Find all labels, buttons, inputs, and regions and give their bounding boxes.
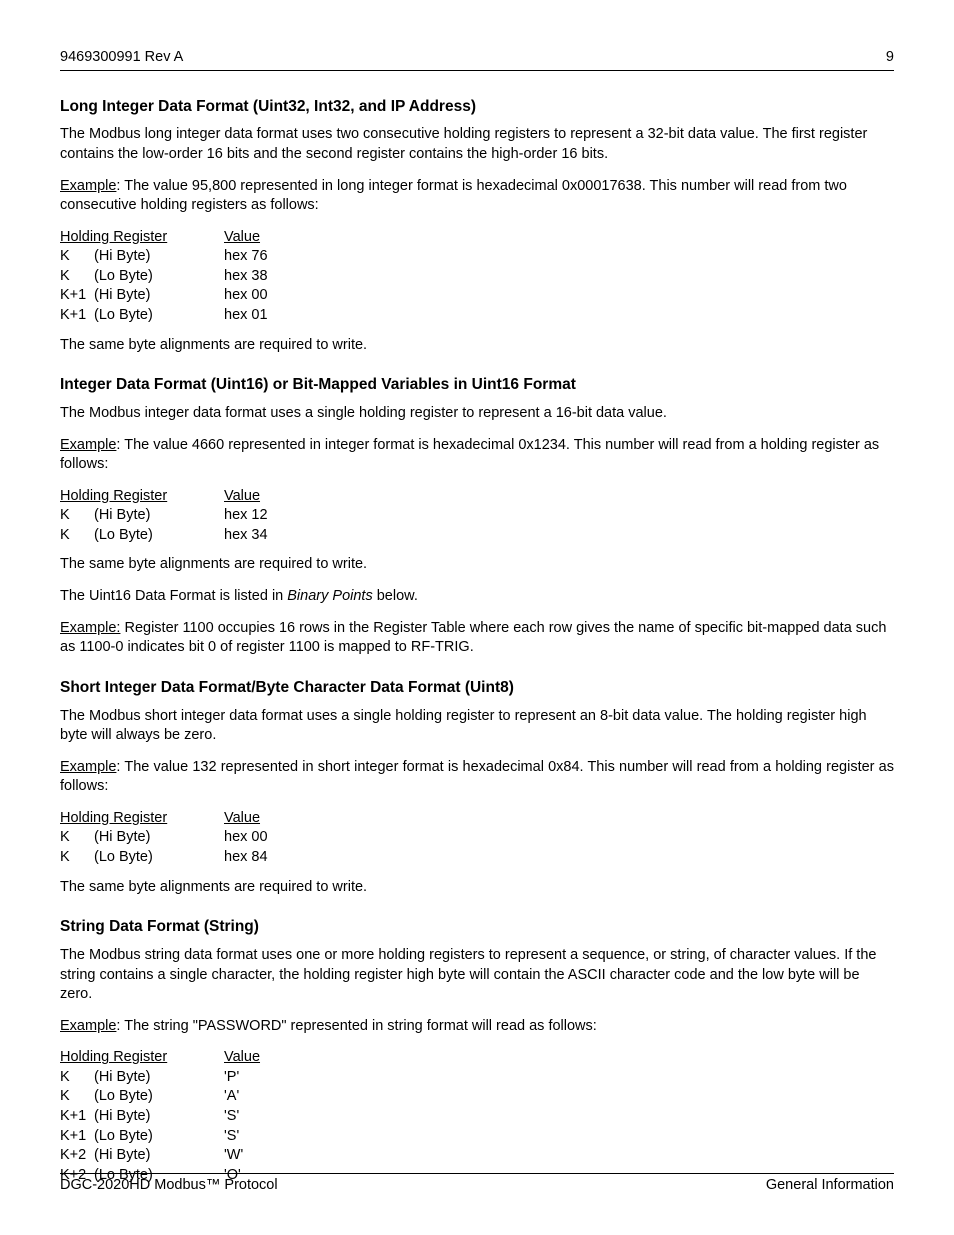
paragraph: The Modbus string data format uses one o… [60,946,894,1005]
heading-short-integer: Short Integer Data Format/Byte Character… [60,678,894,699]
example-text: : The string "PASSWORD" represented in s… [116,1018,596,1034]
table-row: K+2(Hi Byte)'W' [60,1146,294,1166]
register-table-long: Holding RegisterValue K(Hi Byte)hex 76 K… [60,228,294,326]
heading-long-integer: Long Integer Data Format (Uint32, Int32,… [60,97,894,118]
example-label: Example [60,759,116,775]
paragraph: Example: The value 132 represented in sh… [60,758,894,797]
col-header: Holding Register [60,228,224,248]
page-footer: DGC-2020HD Modbus™ Protocol General Info… [60,1173,894,1196]
register-table-short: Holding RegisterValue K(Hi Byte)hex 00 K… [60,809,294,868]
table-row: K(Lo Byte)hex 34 [60,526,294,546]
paragraph: The Modbus long integer data format uses… [60,125,894,164]
paragraph: The Uint16 Data Format is listed in Bina… [60,587,894,607]
italic-text: Binary Points [287,588,372,604]
table-row: K+1(Lo Byte)hex 01 [60,306,294,326]
paragraph: Example: The value 4660 represented in i… [60,436,894,475]
heading-integer: Integer Data Format (Uint16) or Bit-Mapp… [60,375,894,396]
col-header: Value [224,228,294,248]
col-header: Value [224,809,294,829]
paragraph: The same byte alignments are required to… [60,336,894,356]
table-row: K+1(Lo Byte)'S' [60,1127,294,1147]
paragraph: The Modbus integer data format uses a si… [60,404,894,424]
col-header: Holding Register [60,487,224,507]
table-row: K(Lo Byte)hex 84 [60,848,294,868]
example-text: Register 1100 occupies 16 rows in the Re… [60,620,886,656]
col-header: Value [224,487,294,507]
table-row: K+1(Hi Byte)hex 00 [60,286,294,306]
paragraph: The Modbus short integer data format use… [60,707,894,746]
table-row: K(Hi Byte)'P' [60,1068,294,1088]
table-row: K(Lo Byte)'A' [60,1087,294,1107]
example-text: : The value 95,800 represented in long i… [60,178,847,214]
register-table-int: Holding RegisterValue K(Hi Byte)hex 12 K… [60,487,294,546]
col-header: Holding Register [60,809,224,829]
example-label: Example: [60,620,120,636]
page-header: 9469300991 Rev A 9 [60,48,894,71]
example-label: Example [60,437,116,453]
paragraph: Example: The string "PASSWORD" represent… [60,1017,894,1037]
table-row: K(Hi Byte)hex 00 [60,828,294,848]
table-row: K(Hi Byte)hex 12 [60,506,294,526]
register-table-string: Holding RegisterValue K(Hi Byte)'P' K(Lo… [60,1048,294,1185]
paragraph: The same byte alignments are required to… [60,555,894,575]
example-text: : The value 132 represented in short int… [60,759,894,795]
example-label: Example [60,178,116,194]
example-text: : The value 4660 represented in integer … [60,437,879,473]
table-row: K(Lo Byte)hex 38 [60,267,294,287]
header-left: 9469300991 Rev A [60,48,183,68]
heading-string: String Data Format (String) [60,917,894,938]
paragraph: The same byte alignments are required to… [60,878,894,898]
footer-left: DGC-2020HD Modbus™ Protocol [60,1176,278,1196]
col-header: Value [224,1048,294,1068]
example-label: Example [60,1018,116,1034]
header-page-number: 9 [886,48,894,68]
footer-right: General Information [766,1176,894,1196]
paragraph: Example: The value 95,800 represented in… [60,177,894,216]
table-row: K(Hi Byte)hex 76 [60,247,294,267]
paragraph: Example: Register 1100 occupies 16 rows … [60,619,894,658]
col-header: Holding Register [60,1048,224,1068]
table-row: K+1(Hi Byte)'S' [60,1107,294,1127]
